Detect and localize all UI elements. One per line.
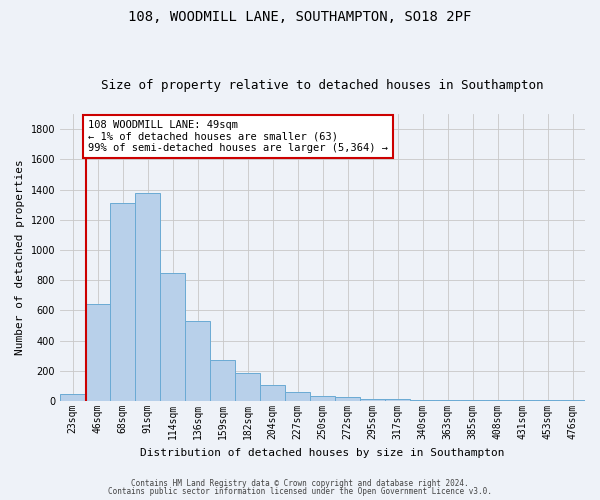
Text: Contains HM Land Registry data © Crown copyright and database right 2024.: Contains HM Land Registry data © Crown c… xyxy=(131,478,469,488)
Bar xyxy=(110,203,134,401)
Bar xyxy=(560,400,584,401)
Bar xyxy=(85,304,110,401)
Bar xyxy=(286,392,310,401)
Text: Contains public sector information licensed under the Open Government Licence v3: Contains public sector information licen… xyxy=(108,487,492,496)
Bar xyxy=(460,400,485,401)
Bar xyxy=(361,399,385,401)
Title: Size of property relative to detached houses in Southampton: Size of property relative to detached ho… xyxy=(101,79,544,92)
Y-axis label: Number of detached properties: Number of detached properties xyxy=(15,160,25,356)
X-axis label: Distribution of detached houses by size in Southampton: Distribution of detached houses by size … xyxy=(140,448,505,458)
Bar xyxy=(410,400,434,401)
Bar xyxy=(136,192,160,401)
Bar xyxy=(211,360,235,401)
Bar xyxy=(310,396,335,401)
Bar xyxy=(160,273,185,401)
Bar xyxy=(335,398,359,401)
Text: 108, WOODMILL LANE, SOUTHAMPTON, SO18 2PF: 108, WOODMILL LANE, SOUTHAMPTON, SO18 2P… xyxy=(128,10,472,24)
Bar xyxy=(436,400,460,401)
Bar xyxy=(385,399,410,401)
Bar xyxy=(260,386,284,401)
Bar xyxy=(235,373,260,401)
Text: 108 WOODMILL LANE: 49sqm
← 1% of detached houses are smaller (63)
99% of semi-de: 108 WOODMILL LANE: 49sqm ← 1% of detache… xyxy=(88,120,388,153)
Bar xyxy=(185,321,209,401)
Bar xyxy=(61,394,85,401)
Bar xyxy=(511,400,535,401)
Bar xyxy=(485,400,509,401)
Bar xyxy=(535,400,560,401)
